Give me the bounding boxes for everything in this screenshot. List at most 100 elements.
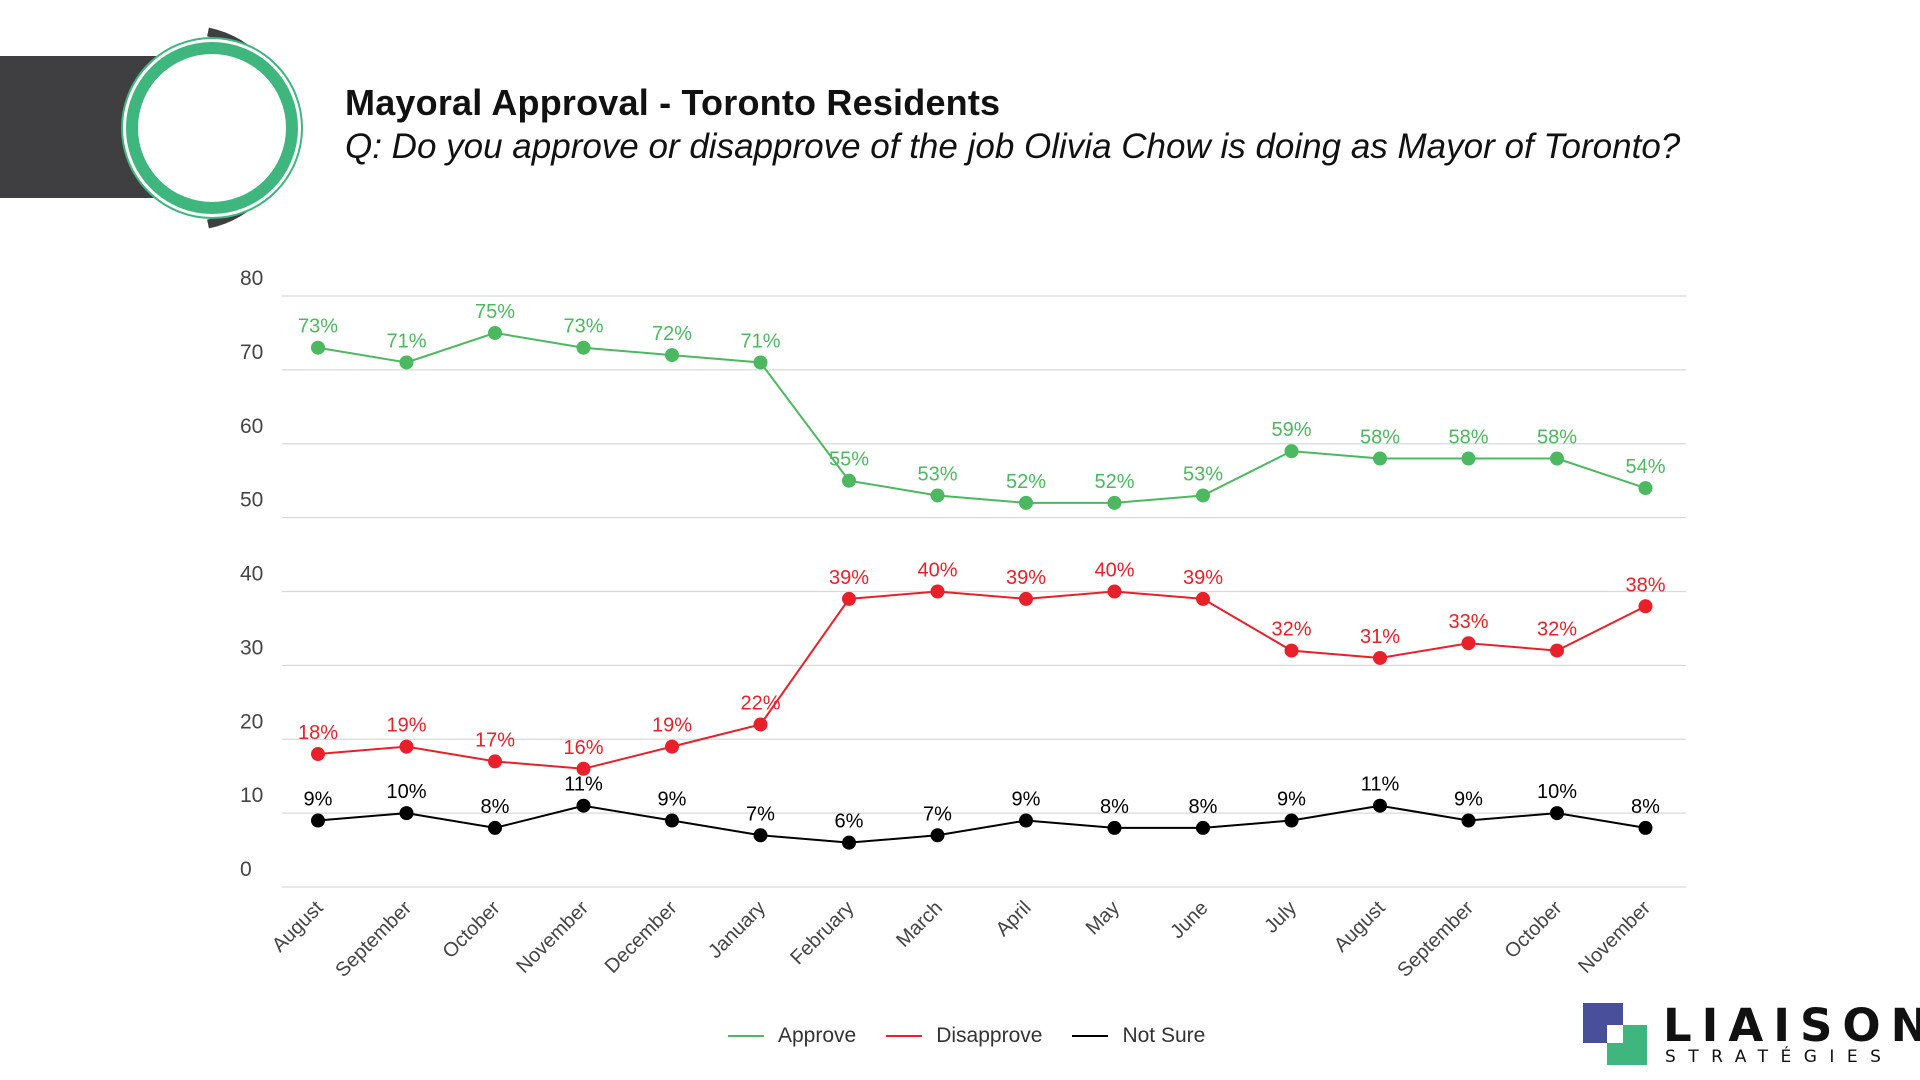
x-tick-label: October xyxy=(439,897,505,963)
data-point-disapprove xyxy=(842,591,856,606)
data-label-approve: 52% xyxy=(1094,471,1134,493)
x-tick-label: December xyxy=(601,897,682,978)
data-label-not_sure: 11% xyxy=(1361,774,1400,796)
legend-label-disapprove: Disapprove xyxy=(936,1024,1043,1047)
data-point-approve xyxy=(488,325,502,340)
legend-label-approve: Approve xyxy=(778,1024,857,1047)
data-point-not_sure xyxy=(930,828,945,843)
x-tick-label: April xyxy=(992,897,1036,941)
data-point-disapprove xyxy=(488,754,502,769)
brand-name: LIAISON xyxy=(1663,999,1920,1052)
data-label-disapprove: 39% xyxy=(1006,567,1046,589)
data-label-disapprove: 19% xyxy=(386,715,426,737)
data-point-not_sure xyxy=(1107,820,1122,835)
data-point-approve xyxy=(1373,451,1387,466)
data-label-not_sure: 6% xyxy=(835,811,864,833)
data-label-not_sure: 8% xyxy=(1189,796,1218,818)
x-tick-label: October xyxy=(1501,897,1567,963)
data-label-not_sure: 9% xyxy=(304,789,333,811)
x-tick-label: September xyxy=(1393,897,1478,982)
data-label-approve: 72% xyxy=(652,323,692,345)
data-label-approve: 54% xyxy=(1625,456,1665,478)
data-point-not_sure xyxy=(488,820,502,835)
brand-tagline: STRATÉGIES xyxy=(1665,1047,1894,1067)
series-approve: 73% 71% 75% 73% 72% 71% 55% 53% 52% 52% 53% 59% 58% 5… xyxy=(298,301,1666,510)
data-point-disapprove xyxy=(1284,643,1299,658)
data-label-disapprove: 33% xyxy=(1448,611,1488,633)
series-layer: 73% 71% 75% 73% 72% 71% 55% 53% 52% 52% 53% 59% 58% 5… xyxy=(298,301,1666,850)
x-tick-label: June xyxy=(1166,897,1212,943)
x-tick-label: February xyxy=(786,897,858,969)
data-point-not_sure xyxy=(665,813,679,828)
data-point-approve xyxy=(1638,481,1653,496)
data-point-not_sure xyxy=(842,835,856,850)
data-point-disapprove xyxy=(930,584,945,599)
data-label-approve: 58% xyxy=(1448,427,1488,449)
data-point-approve xyxy=(1550,451,1564,466)
x-tick-label: September xyxy=(331,897,416,982)
x-tick-label: November xyxy=(1574,897,1655,978)
data-label-disapprove: 39% xyxy=(1183,567,1223,589)
legend-item-approve: Approve xyxy=(728,1024,856,1048)
data-label-approve: 59% xyxy=(1271,419,1311,441)
data-point-disapprove xyxy=(1550,643,1564,658)
data-point-disapprove xyxy=(665,739,679,754)
data-label-not_sure: 9% xyxy=(1277,789,1306,811)
data-label-not_sure: 7% xyxy=(923,803,952,825)
data-label-approve: 53% xyxy=(917,463,957,485)
x-tick-label: July xyxy=(1260,897,1301,938)
x-tick-label: January xyxy=(704,897,770,963)
y-tick-label: 80 xyxy=(240,267,263,290)
data-point-approve xyxy=(930,488,945,503)
y-tick-label: 10 xyxy=(240,784,263,807)
data-label-not_sure: 8% xyxy=(481,796,510,818)
data-point-not_sure xyxy=(576,798,591,813)
data-label-disapprove: 39% xyxy=(829,567,869,589)
data-label-disapprove: 32% xyxy=(1537,619,1577,641)
data-label-not_sure: 7% xyxy=(746,803,775,825)
y-tick-label: 50 xyxy=(240,489,263,512)
data-point-disapprove xyxy=(399,739,414,754)
x-tick-label: August xyxy=(1330,897,1390,957)
data-label-not_sure: 11% xyxy=(564,774,603,796)
data-label-disapprove: 31% xyxy=(1360,626,1400,648)
grid-layer xyxy=(282,295,1686,888)
legend-label-not-sure: Not Sure xyxy=(1122,1024,1206,1047)
data-label-approve: 75% xyxy=(475,301,515,323)
data-label-approve: 71% xyxy=(740,330,780,352)
brand-logo: LIAISON STRATÉGIES xyxy=(1583,999,1920,1069)
data-label-approve: 71% xyxy=(386,330,426,352)
ring-logo-icon xyxy=(121,27,303,229)
data-point-not_sure xyxy=(1373,798,1387,813)
data-label-not_sure: 10% xyxy=(1537,781,1577,803)
data-point-disapprove xyxy=(576,761,591,776)
data-point-not_sure xyxy=(1196,820,1210,835)
y-tick-label: 0 xyxy=(240,858,252,881)
data-point-not_sure xyxy=(311,813,325,828)
data-point-not_sure xyxy=(399,806,414,821)
data-label-disapprove: 22% xyxy=(740,692,780,714)
data-point-disapprove xyxy=(1107,584,1122,599)
data-point-approve xyxy=(1107,495,1122,510)
series-disapprove: 18% 19% 17% 16% 19% 22% 39% 40% 39% 40% 39% 32% 31% 3… xyxy=(298,560,1666,776)
y-tick-label: 70 xyxy=(240,341,263,364)
data-point-approve xyxy=(1461,451,1476,466)
data-label-disapprove: 16% xyxy=(563,737,603,759)
data-point-approve xyxy=(1284,444,1299,459)
data-label-disapprove: 19% xyxy=(652,715,692,737)
legend-swatch-not-sure xyxy=(1072,1035,1109,1037)
data-label-approve: 58% xyxy=(1537,427,1577,449)
x-tick-label: March xyxy=(892,897,947,952)
y-tick-label: 30 xyxy=(240,636,263,659)
x-tick-label: May xyxy=(1082,897,1124,939)
data-point-not_sure xyxy=(1284,813,1299,828)
data-point-disapprove xyxy=(753,717,768,732)
data-point-not_sure xyxy=(1461,813,1476,828)
data-label-disapprove: 17% xyxy=(475,729,515,751)
page-subtitle: Q: Do you approve or disapprove of the j… xyxy=(345,127,1681,166)
data-point-disapprove xyxy=(1196,591,1210,606)
data-point-approve xyxy=(399,355,414,370)
data-label-approve: 53% xyxy=(1183,463,1223,485)
